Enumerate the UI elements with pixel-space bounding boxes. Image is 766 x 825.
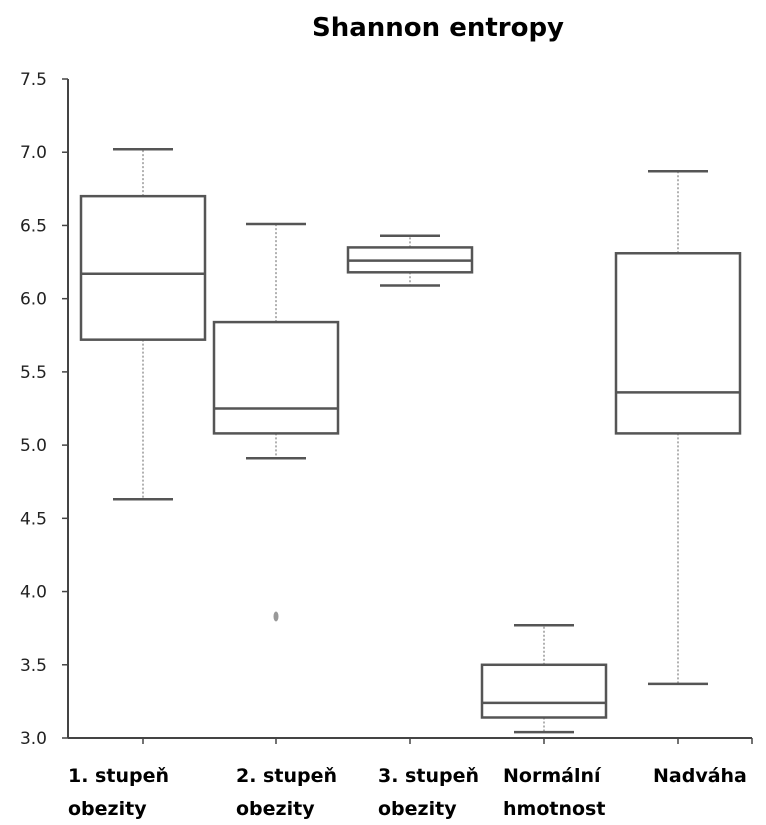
iqr-box <box>480 663 608 719</box>
outlier-point <box>273 611 279 622</box>
x-tick-label: Nadváha <box>653 765 747 787</box>
x-tick-label-line: obezity <box>236 798 315 820</box>
boxes <box>79 148 742 734</box>
x-tick-label: 1. stupeň obezity <box>68 765 169 820</box>
axes: 3.0 3.5 4.0 4.5 5.0 5.5 6.0 6.5 7.0 7.5 <box>20 70 753 749</box>
x-tick-label-line: 1. stupeň <box>68 765 169 787</box>
y-tick-label: 5.0 <box>20 436 47 456</box>
chart-title: Shannon entropy <box>312 13 564 43</box>
y-tick-label: 7.5 <box>20 70 47 90</box>
x-tick-label-line: Normální <box>503 765 602 787</box>
iqr-box <box>212 320 340 435</box>
x-tick-label-line: obezity <box>378 798 457 820</box>
x-tick-label-line: Nadváha <box>653 765 747 787</box>
y-tick-label: 4.5 <box>20 509 47 529</box>
y-tick-label: 6.5 <box>20 216 47 236</box>
x-tick-label-line: obezity <box>68 798 147 820</box>
x-tick-label-line: 3. stupeň <box>378 765 479 787</box>
x-tick-label: 2. stupeň obezity <box>236 765 337 820</box>
x-tick-label: Normální hmotnost <box>503 765 605 820</box>
y-tick-label: 6.0 <box>20 290 47 310</box>
x-tick-label: 3. stupeň obezity <box>378 765 479 820</box>
box-group <box>79 148 207 501</box>
x-tick-label-line: hmotnost <box>503 798 605 820</box>
y-tick-label: 3.5 <box>20 656 47 676</box>
iqr-box <box>79 194 207 341</box>
box-group <box>614 170 742 686</box>
box-group <box>480 623 608 734</box>
x-tick-label-line: 2. stupeň <box>236 765 337 787</box>
y-tick-label: 7.0 <box>20 143 47 163</box>
y-tick-label: 4.0 <box>20 583 47 603</box>
y-tick-label: 5.5 <box>20 363 47 383</box>
box-group <box>212 222 340 622</box>
iqr-box <box>614 252 742 435</box>
box-group <box>346 234 474 287</box>
y-tick-label: 3.0 <box>20 729 47 749</box>
